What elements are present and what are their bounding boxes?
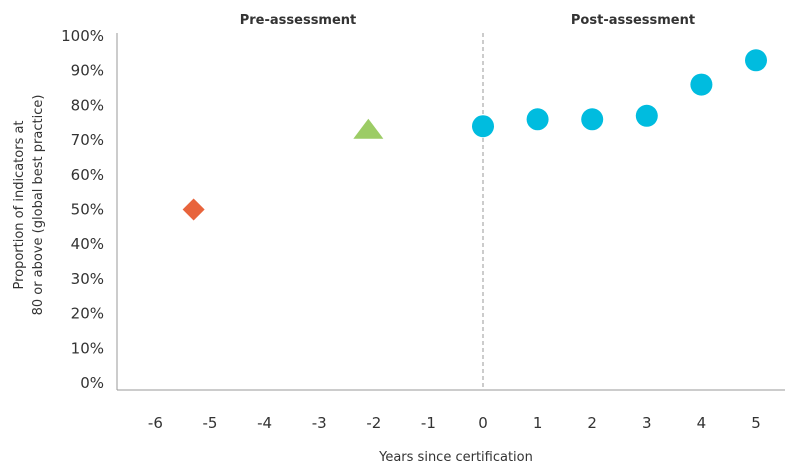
diamond-data-point [182, 198, 205, 221]
y-axis-title-line1: Proportion of indicators at [12, 120, 27, 289]
circle-data-point [690, 73, 713, 96]
x-tick-label: -3 [312, 414, 327, 432]
x-tick-label: 5 [751, 414, 761, 432]
x-tick-label: 0 [478, 414, 488, 432]
y-axis-title-line2: 80 or above (global best practice) [31, 95, 46, 316]
y-tick-label: 30% [71, 270, 104, 288]
x-tick-label: 4 [697, 414, 707, 432]
x-tick-labels: -6 -5 -4 -3 -2 -1 0 1 2 3 4 5 [148, 414, 761, 432]
y-tick-label: 20% [71, 305, 104, 323]
circle-data-point [472, 115, 494, 138]
triangle-data-point [353, 118, 384, 139]
x-tick-label: 3 [642, 414, 652, 432]
x-tick-label: 1 [533, 414, 543, 432]
y-tick-label: 0% [80, 374, 104, 392]
y-tick-labels: 0% 10% 20% 30% 40% 50% 60% 70% 80% 90% 100% [61, 27, 104, 392]
x-tick-label: -1 [421, 414, 436, 432]
y-tick-label: 90% [71, 62, 104, 80]
x-tick-label: -2 [366, 414, 381, 432]
x-axis-title: Years since certification [378, 450, 533, 465]
circle-data-point [581, 108, 604, 131]
circle-data-point [635, 104, 658, 127]
y-tick-label: 100% [61, 27, 104, 45]
x-tick-label: -6 [148, 414, 163, 432]
post-assessment-label: Post-assessment [571, 13, 695, 28]
data-points [182, 49, 767, 221]
x-tick-label: 2 [587, 414, 597, 432]
y-tick-label: 40% [71, 235, 104, 253]
x-tick-label: -5 [203, 414, 218, 432]
circle-data-point [526, 108, 549, 131]
pre-assessment-label: Pre-assessment [240, 13, 357, 28]
y-tick-label: 10% [71, 339, 104, 357]
y-tick-label: 70% [71, 131, 104, 149]
y-tick-label: 50% [71, 201, 104, 219]
axes [116, 33, 785, 391]
x-tick-label: -4 [257, 414, 272, 432]
y-tick-label: 60% [71, 166, 104, 184]
y-tick-label: 80% [71, 96, 104, 114]
circle-data-point [745, 49, 767, 72]
